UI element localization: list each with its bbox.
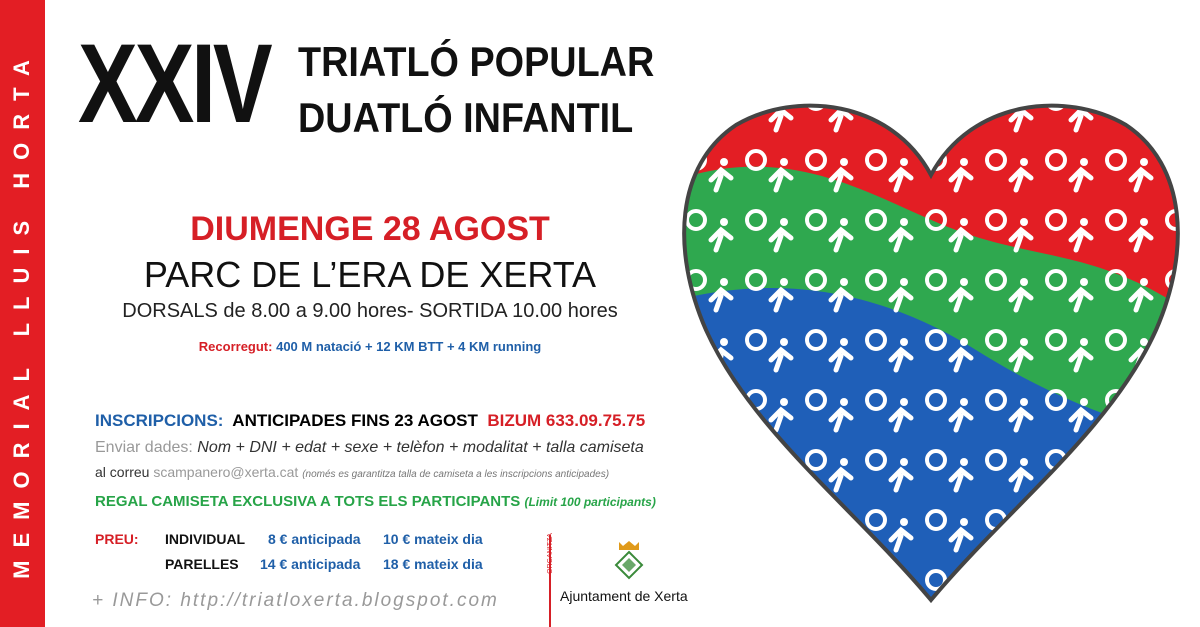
gift-text: REGAL CAMISETA EXCLUSIVA A TOTS ELS PART… xyxy=(95,493,521,510)
send-fields: Nom + DNI + edat + sexe + telèfon + moda… xyxy=(197,439,644,456)
registration-label: INSCRIPCIONS: xyxy=(95,411,224,430)
title-line-1: TRIATLÓ POPULAR xyxy=(298,38,655,85)
event-times: DORSALS de 8.00 a 9.00 hores- SORTIDA 10… xyxy=(122,300,618,322)
price-same-day: 10 € mateix dia xyxy=(383,531,483,547)
route-text: 400 M natació + 12 KM BTT + 4 KM running xyxy=(276,339,542,354)
route: Recorregut: 400 M natació + 12 KM BTT + … xyxy=(60,339,680,354)
route-label: Recorregut: xyxy=(198,339,273,354)
gift-note: (Limit 100 participants) xyxy=(524,495,656,509)
price-label: PREU: xyxy=(95,531,139,547)
mail-prefix: al correu xyxy=(95,464,150,480)
mail-line: al correu scampanero@xerta.cat (només es… xyxy=(95,464,609,480)
memorial-text: MEMORIAL LLUIS HORTA xyxy=(9,47,34,579)
registration-deadline: ANTICIPADES FINS 23 AGOST xyxy=(232,411,478,430)
heart-illustration xyxy=(682,103,1180,604)
divider xyxy=(549,535,551,627)
sport-pictograms xyxy=(684,105,1178,600)
price-early: 14 € anticipada xyxy=(260,556,361,572)
email-link[interactable]: scampanero@xerta.cat xyxy=(153,464,299,480)
organizer-name: Ajuntament de Xerta xyxy=(560,588,688,604)
send-data-line: Enviar dades: Nom + DNI + edat + sexe + … xyxy=(95,439,644,457)
registration-line: INSCRIPCIONS: ANTICIPADES FINS 23 AGOST … xyxy=(95,411,645,431)
sidebar-banner: MEMORIAL LLUIS HORTA xyxy=(0,0,45,627)
price-type: INDIVIDUAL xyxy=(165,531,246,547)
event-date: DIUMENGE 28 AGOST xyxy=(190,210,550,248)
organizer-label: ORGANITZA xyxy=(546,533,554,574)
mail-note: (només es garantitza talla de camiseta a… xyxy=(302,469,610,480)
edition-number: XXIV xyxy=(78,21,273,146)
info-link[interactable]: + INFO: http://triatloxerta.blogspot.com xyxy=(92,590,499,611)
coat-of-arms-icon xyxy=(614,541,644,580)
price-type: PARELLES xyxy=(165,556,239,572)
gift-line: REGAL CAMISETA EXCLUSIVA A TOTS ELS PART… xyxy=(95,493,656,510)
price-early: 8 € anticipada xyxy=(268,531,361,547)
title-line-2: DUATLÓ INFANTIL xyxy=(298,94,634,141)
event-place: PARC DE L’ERA DE XERTA xyxy=(143,254,597,295)
send-label: Enviar dades: xyxy=(95,439,193,456)
bizum: BIZUM 633.09.75.75 xyxy=(487,411,646,430)
price-same-day: 18 € mateix dia xyxy=(383,556,483,572)
